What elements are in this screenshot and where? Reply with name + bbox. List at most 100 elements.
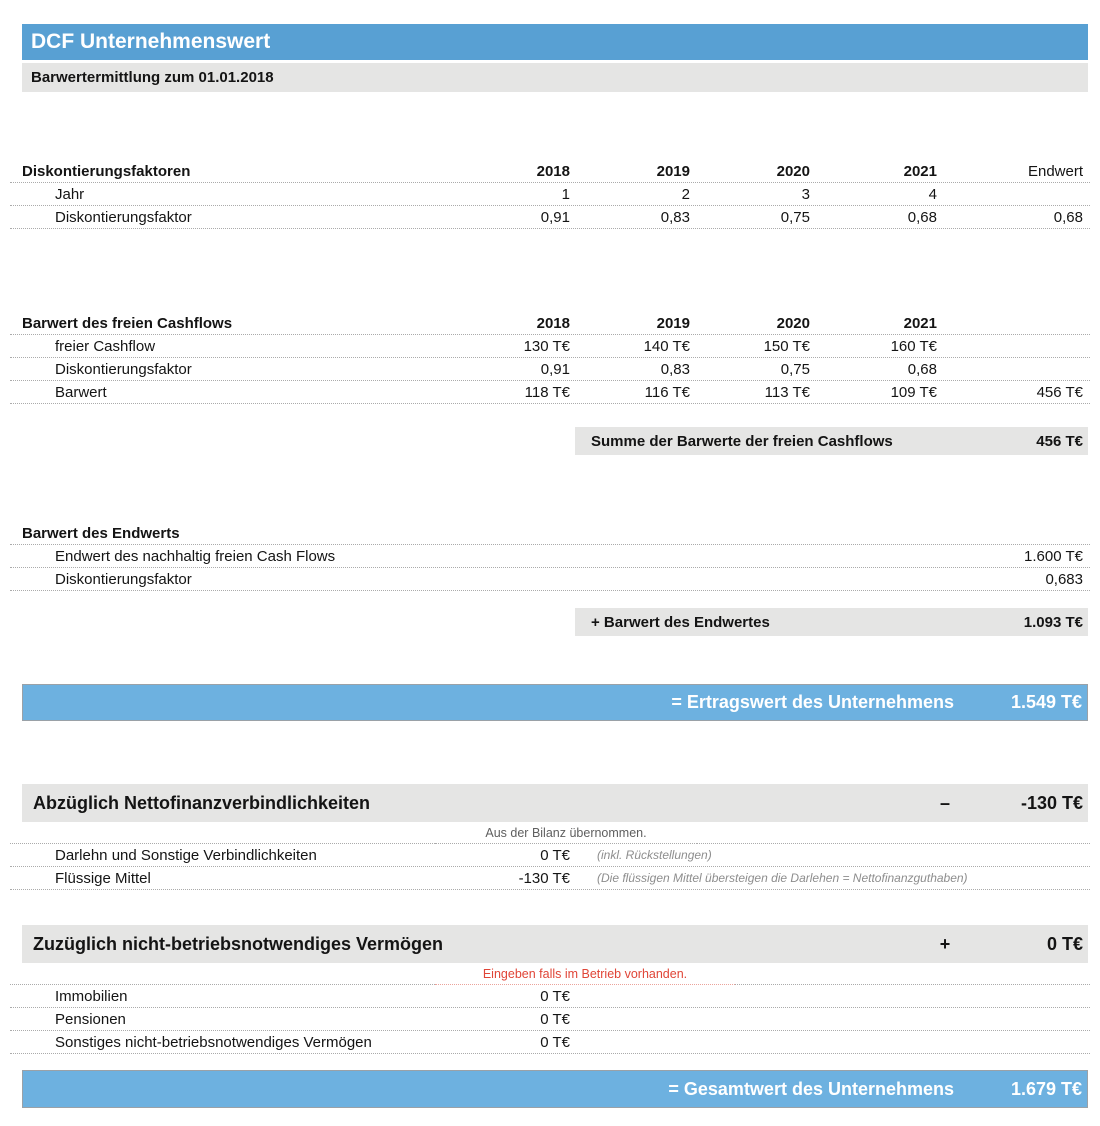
balance-note: Aus der Bilanz übernommen. — [435, 822, 697, 844]
earnings-value-amount: 1.549 T€ — [1010, 692, 1082, 712]
cell-value: 109 T€ — [890, 383, 937, 401]
note-row: Aus der Bilanz übernommen. — [10, 822, 1090, 844]
section-row: Sonstiges nicht-betriebsnotwendiges Verm… — [10, 1031, 1090, 1054]
column-header-2020: 2020 — [776, 162, 810, 180]
cell-value: 118 T€ — [524, 383, 570, 401]
note-row: Eingeben falls im Betrieb vorhanden. — [10, 963, 1090, 985]
row-label: Darlehn und Sonstige Verbindlichkeiten — [55, 846, 317, 864]
cell-value: 0,683 — [1045, 570, 1083, 588]
column-header-2021: 2021 — [903, 314, 937, 332]
free-cashflow-table: Barwert des freien Cashflows 2018 2019 2… — [10, 312, 1090, 404]
row-annotation: (inkl. Rückstellungen) — [597, 848, 712, 862]
column-header-endwert: Endwert — [1027, 162, 1083, 180]
table-title: Barwert des freien Cashflows — [22, 314, 233, 332]
table-row: Diskontierungsfaktor 0,91 0,83 0,75 0,68 — [10, 358, 1090, 381]
plus-sign: + — [939, 933, 951, 954]
table-row: Endwert des nachhaltig freien Cash Flows… — [10, 545, 1090, 568]
cell-value: 456 T€ — [1036, 383, 1083, 401]
cell-value: 160 T€ — [890, 337, 937, 355]
cell-value: 130 T€ — [523, 337, 570, 355]
cell-value: 1.600 T€ — [1024, 547, 1083, 565]
terminal-value-table: Barwert des Endwerts Endwert des nachhal… — [10, 522, 1090, 591]
terminal-value-sum-bar: + Barwert des Endwertes 1.093 T€ — [575, 608, 1088, 636]
section-title: Abzüglich Nettofinanzverbindlichkeiten — [33, 792, 371, 813]
section-value: 0 T€ — [1046, 933, 1083, 954]
column-header-2021: 2021 — [903, 162, 937, 180]
cell-value: 0,68 — [1053, 208, 1083, 226]
row-label: Sonstiges nicht-betriebsnotwendiges Verm… — [55, 1033, 372, 1051]
table-row: Diskontierungsfaktor 0,683 — [10, 568, 1090, 591]
table-title: Barwert des Endwerts — [22, 524, 180, 542]
spacer — [10, 822, 435, 844]
table-row: freier Cashflow 130 T€ 140 T€ 150 T€ 160… — [10, 335, 1090, 358]
table-row: Barwert 118 T€ 116 T€ 113 T€ 109 T€ 456 … — [10, 381, 1090, 404]
cell-value: 1 — [561, 185, 570, 203]
cell-value: 113 T€ — [764, 383, 810, 401]
column-header-2018: 2018 — [536, 162, 570, 180]
section-row: Immobilien 0 T€ — [10, 985, 1090, 1008]
total-value-label: = Gesamtwert des Unternehmens — [668, 1078, 954, 1099]
earnings-value-label: = Ertragswert des Unternehmens — [671, 692, 954, 712]
cell-value: 0,91 — [540, 208, 570, 226]
row-label: Pensionen — [55, 1010, 126, 1028]
table-header-row: Diskontierungsfaktoren 2018 2019 2020 20… — [10, 160, 1090, 183]
cell-value: 0,75 — [780, 208, 810, 226]
section-value: -130 T€ — [1020, 792, 1083, 813]
cell-value: 0 T€ — [540, 1033, 570, 1051]
section-row: Flüssige Mittel -130 T€ (Die flüssigen M… — [10, 867, 1090, 890]
earnings-value-bar: = Ertragswert des Unternehmens 1.549 T€ — [22, 684, 1088, 721]
non-operating-assets-section-bar: Zuzüglich nicht-betriebsnotwendiges Verm… — [22, 925, 1088, 963]
row-label: Barwert — [55, 383, 107, 401]
sum-label: + Barwert des Endwertes — [591, 613, 770, 631]
minus-sign: – — [939, 792, 950, 813]
row-label: Flüssige Mittel — [55, 869, 151, 887]
sum-label: Summe der Barwerte der freien Cashflows — [591, 432, 893, 450]
row-label: Endwert des nachhaltig freien Cash Flows — [55, 547, 336, 565]
cell-value: 140 T€ — [643, 337, 690, 355]
non-operating-assets-section-body: Eingeben falls im Betrieb vorhanden. Imm… — [10, 963, 1090, 1054]
column-header-2018: 2018 — [536, 314, 570, 332]
cell-value: 4 — [928, 185, 937, 203]
page-title-bar: DCF Unternehmenswert — [22, 24, 1088, 60]
row-label: Diskontierungsfaktor — [55, 360, 192, 378]
table-header-row: Barwert des Endwerts — [10, 522, 1090, 545]
net-debt-section-body: Aus der Bilanz übernommen. Darlehn und S… — [10, 822, 1090, 890]
table-header-row: Barwert des freien Cashflows 2018 2019 2… — [10, 312, 1090, 335]
cell-value: 0,75 — [780, 360, 810, 378]
spacer — [735, 963, 1090, 985]
column-header-2019: 2019 — [656, 162, 690, 180]
net-debt-section-bar: Abzüglich Nettofinanzverbindlichkeiten –… — [22, 784, 1088, 822]
row-annotation: (Die flüssigen Mittel übersteigen die Da… — [597, 871, 968, 885]
section-title: Zuzüglich nicht-betriebsnotwendiges Verm… — [33, 933, 444, 954]
row-label: Immobilien — [55, 987, 128, 1005]
row-label: Jahr — [55, 185, 85, 203]
section-row: Darlehn und Sonstige Verbindlichkeiten 0… — [10, 844, 1090, 867]
input-hint-note: Eingeben falls im Betrieb vorhanden. — [435, 963, 735, 985]
cell-value: 0,68 — [907, 360, 937, 378]
cell-value: 0,83 — [660, 208, 690, 226]
spacer — [697, 822, 1090, 844]
cell-value: 3 — [801, 185, 810, 203]
sum-present-values-bar: Summe der Barwerte der freien Cashflows … — [575, 427, 1088, 455]
page-subtitle-bar: Barwertermittlung zum 01.01.2018 — [22, 63, 1088, 92]
sum-value: 1.093 T€ — [1023, 613, 1083, 631]
table-title: Diskontierungsfaktoren — [22, 162, 191, 180]
cell-value: 0 T€ — [540, 1010, 570, 1028]
row-label: Diskontierungsfaktor — [55, 570, 192, 588]
sum-value: 456 T€ — [1036, 432, 1083, 450]
section-row: Pensionen 0 T€ — [10, 1008, 1090, 1031]
cell-value: 0 T€ — [540, 987, 570, 1005]
page-subtitle: Barwertermittlung zum 01.01.2018 — [31, 69, 274, 86]
cell-value: 116 T€ — [644, 383, 690, 401]
cell-value: 2 — [681, 185, 690, 203]
page-title: DCF Unternehmenswert — [31, 30, 271, 53]
cell-value: 0,91 — [540, 360, 570, 378]
cell-value: 0,68 — [907, 208, 937, 226]
row-label: freier Cashflow — [55, 337, 156, 355]
cell-value: -130 T€ — [518, 869, 570, 887]
column-header-2020: 2020 — [776, 314, 810, 332]
spacer — [10, 963, 435, 985]
cell-value: 150 T€ — [763, 337, 810, 355]
discount-factors-table: Diskontierungsfaktoren 2018 2019 2020 20… — [10, 160, 1090, 229]
cell-value: 0 T€ — [540, 846, 570, 864]
